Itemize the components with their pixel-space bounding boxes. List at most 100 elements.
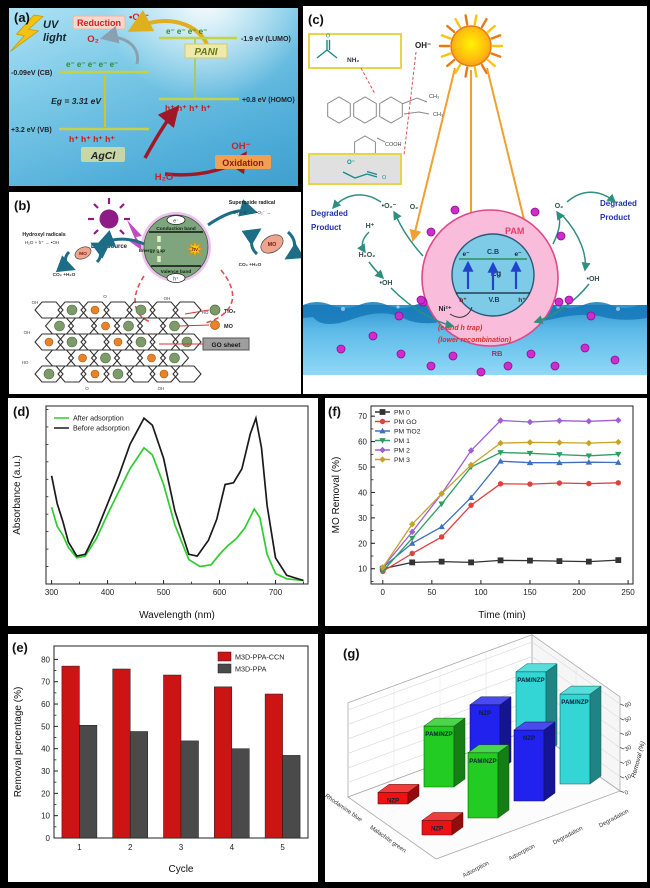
svg-text:60: 60 [358,438,367,447]
svg-text:OH: OH [158,386,165,391]
panel-e-cycle-bar-chart: 0 10 20 30 40 50 60 70 80 1 2 3 4 5 Cycle Removal perce… [8,634,318,882]
svg-text:MO Removal (%): MO Removal (%) [331,457,342,534]
svg-text:NZP: NZP [479,710,491,717]
svg-text:4: 4 [230,843,235,852]
hole-transfer-arrow [143,105,180,159]
uv-label-1: UV [43,19,60,31]
o-minus-label: O⁻ [347,160,355,166]
homo-level-label: +0.8 eV (HOMO) [242,97,295,104]
hydroxyl-equation: H₂O + h⁺ → •OH [25,240,60,245]
mo-molecule-left: MO [74,246,92,260]
valence-band-label: Valence band [161,269,192,275]
h2o-label: H₂O [155,172,173,183]
radical-arrows [55,199,301,273]
recombination-label: (lower recombination) [438,337,512,344]
svg-text:O: O [85,386,89,391]
hydroxyl-title: Hydroxyl radicals [22,232,65,238]
panel-d-absorbance-chart: 300 400 500 600 700 Wavelength (nm) Absorbance… [8,398,318,626]
sun-core [450,25,492,67]
panel-g-letter: (g) [343,646,360,661]
svg-text:MO: MO [79,251,87,257]
panel-a-mechanism-agcl-pani: UV light Reduction •O₂⁻ O₂ e⁻ e⁻ e⁻ e⁻ e… [9,8,298,186]
bandgap-label: Eg = 3.31 eV [51,96,102,106]
svg-text:3: 3 [179,843,184,852]
svg-text:Absorbance (a.u.): Absorbance (a.u.) [12,455,23,535]
core-hole-left: h⁺ [459,297,467,304]
cb-electrons: e⁻ e⁻ e⁻ e⁻ e⁻ [66,60,118,69]
hplus-left: H⁺ [366,223,375,230]
oxidation-box [215,155,271,169]
svg-text:20: 20 [41,789,50,798]
oh-right: •OH [587,276,600,283]
svg-text:1: 1 [77,843,82,852]
o2-label: O₂ [87,34,99,45]
superoxide-equation: O₂ + e⁻ → •O₂⁻ → [233,210,271,215]
svg-text:200: 200 [572,588,586,597]
degraded-right-1: Degraded [600,199,637,208]
hv-starburst-icon [185,239,205,259]
amide-o-label: O [326,34,331,40]
superoxide-label: •O₂⁻ [129,12,149,23]
svg-text:20: 20 [624,759,633,768]
svg-text:Removal percentage (%): Removal percentage (%) [13,687,24,798]
svg-text:PM 3: PM 3 [394,457,410,464]
svg-text:Degradation: Degradation [598,809,630,830]
removal-3d-bar-chart: 0 10 20 30 40 50 60 Removal (%) PAM/NZP NZP PAM/NZ… [325,634,647,879]
svg-text:2: 2 [128,843,133,852]
legend-pointer-lines [159,309,210,345]
degraded-right-2: Product [600,213,631,222]
panel-b-letter: (b) [14,198,31,213]
svg-text:0: 0 [624,790,630,797]
h2o2-left: H₂O₂ [359,252,376,259]
reduction-label: Reduction [77,18,121,28]
pam-label: PAM [505,226,524,236]
panel-f-mo-removal-chart: 0 50 100 150 200 250 10 20 30 40 50 60 70 Time (min) M… [325,398,647,626]
go-sheet-label: GO sheet [212,342,242,349]
svg-text:NZP: NZP [431,826,443,833]
svg-text:50: 50 [624,715,633,724]
rb-dye-molecules [336,205,620,377]
svg-text:30: 30 [358,514,367,523]
excitation-arrows [462,260,522,290]
svg-text:700: 700 [269,588,283,597]
svg-text:PM 1: PM 1 [394,438,410,445]
vb-core-label: V.B [488,297,499,304]
absorbance-spectrum-chart: 300 400 500 600 700 Wavelength (nm) Absorbance… [12,405,309,621]
svg-text:OH: OH [164,296,171,301]
agcl-label: AgCl [90,150,117,162]
svg-text:80: 80 [41,655,50,664]
rb-label: RB [492,349,503,358]
go-sheet-lattice: OH O OH HO OH HO O OH [22,294,209,391]
excitation-lightning-icon [127,220,147,254]
superoxide-left: •O₂⁻ [382,203,397,210]
vb-holes: h⁺ h⁺ h⁺ h⁺ [69,134,115,144]
svg-text:PM GO: PM GO [394,419,417,426]
svg-text:PM 0: PM 0 [394,410,410,417]
panel-b-drawing: Light source e⁻ Conduction band Energy g… [22,198,301,391]
cb-core-label: C.B [487,249,499,256]
co2-left-label: CO₂ +H₂O [53,272,76,278]
agcl-box [81,147,125,162]
svg-text:HO: HO [22,360,29,365]
svg-text:Before adsorption: Before adsorption [73,424,130,433]
svg-text:600: 600 [213,588,227,597]
reaction-arrows [332,191,617,329]
panel-e-letter: (e) [12,640,28,655]
svg-text:40: 40 [358,488,367,497]
svg-text:Time (min): Time (min) [478,610,525,621]
core-hole-right: h⁺ [518,297,526,304]
degraded-left-2: Product [311,223,342,232]
svg-text:100: 100 [474,588,488,597]
svg-text:Wavelength (nm): Wavelength (nm) [139,610,215,621]
hole-label: h⁺ [173,277,179,283]
panel-c-mechanism-pam-nzp: O NH₂ OH⁻ COOH CH₃ CH₃ O⁻ O [303,6,647,394]
mo-legend-icon [210,320,220,330]
electron-ellipse [166,215,186,225]
cb-level-label: -0.09eV (CB) [11,70,52,77]
pani-box [184,43,228,59]
svg-text:PAM/NZP: PAM/NZP [469,758,496,765]
sun-icon [438,14,504,78]
tio2-legend-label: TiO₂ [224,309,236,315]
svg-text:500: 500 [157,588,171,597]
